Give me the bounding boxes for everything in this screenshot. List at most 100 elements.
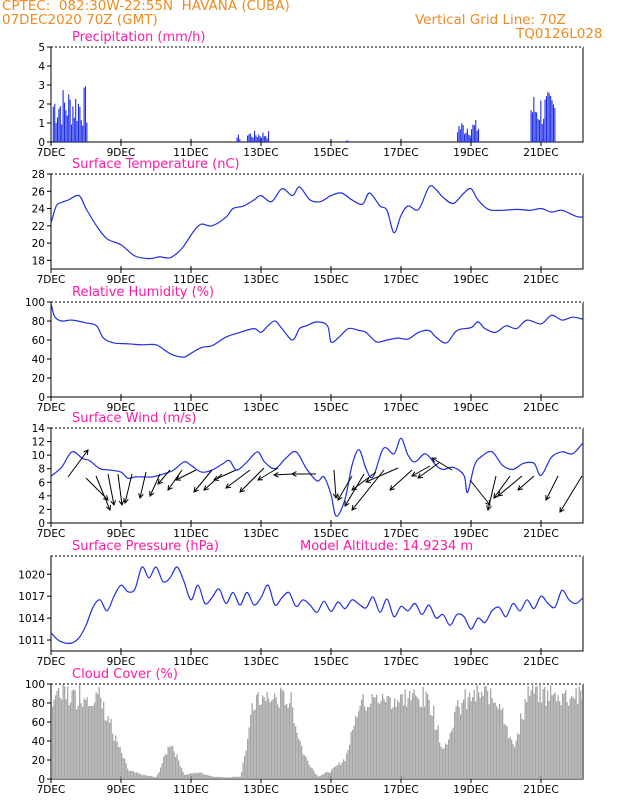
cloud-cover-bar (353, 725, 355, 779)
cloud-cover-bar (508, 738, 510, 779)
precip-bar (73, 117, 75, 142)
x-tick-label: 19DEC (453, 274, 488, 286)
precip-bar (248, 134, 250, 142)
cloud-cover-bar (343, 759, 345, 779)
cloud-cover-bar (170, 745, 172, 779)
y-tick-label: 28 (32, 169, 45, 181)
cloud-cover-bar (406, 706, 408, 779)
cloud-cover-bar (134, 772, 136, 779)
precip-bar (251, 136, 253, 142)
wind-arrow (365, 467, 399, 483)
wind-arrow-head (497, 491, 504, 497)
x-tick-label: 9DEC (107, 528, 136, 540)
cloud-cover-bar (365, 710, 367, 779)
model-altitude-label: Model Altitude: 14.9234 m (300, 539, 473, 554)
cloud-cover-bar (238, 776, 240, 779)
cloud-cover-bar (541, 702, 543, 779)
precip-bar (52, 106, 54, 142)
wind-arrow-head (389, 485, 395, 491)
cloud-cover-bar (251, 703, 253, 779)
y-tick-label: 18 (32, 255, 45, 267)
cloud-cover-bar (293, 723, 295, 779)
y-tick-label: 14 (32, 423, 46, 435)
cloud-cover-bar (320, 775, 322, 779)
cloud-cover-bar (203, 774, 205, 779)
cloud-cover-bar (68, 705, 70, 779)
wind-arrow-head (365, 477, 372, 483)
precip-bar (61, 124, 63, 142)
cloud-cover-bar (356, 717, 358, 779)
cloud-cover-bar (137, 773, 139, 779)
cloud-cover-bar (271, 700, 273, 779)
cloud-cover-bar (245, 750, 247, 779)
cloud-cover-bar (329, 772, 331, 779)
panel-title: Precipitation (mm/h) (72, 30, 205, 45)
cloud-cover-bar (331, 769, 333, 779)
precip-bar (531, 112, 533, 142)
cloud-cover-bar (575, 688, 577, 779)
cloud-cover-bar (100, 697, 102, 779)
cloud-cover-bar (313, 770, 315, 779)
cloud-cover-bar (113, 740, 115, 779)
cloud-cover-bar (52, 706, 54, 779)
cloud-cover-bar (140, 774, 142, 779)
y-tick-label: 20 (32, 755, 45, 767)
cloud-cover-bar (215, 777, 217, 779)
cloud-cover-bar (376, 694, 378, 779)
y-tick-label: 1014 (18, 613, 45, 625)
cloud-cover-bar (568, 705, 570, 779)
cloud-cover-bar (127, 768, 129, 779)
precip-bar (471, 129, 473, 142)
cloud-cover-bar (62, 684, 64, 779)
x-tick-label: 19DEC (453, 528, 488, 540)
cloud-cover-bar (89, 706, 91, 779)
cloud-cover-bar (76, 709, 78, 779)
cloud-cover-bar (92, 705, 94, 779)
cloud-cover-bar (196, 773, 198, 779)
cloud-cover-bar (206, 774, 208, 779)
cloud-cover-bar (122, 757, 124, 779)
y-tick-label: 8 (38, 464, 45, 476)
precip-bar (258, 134, 260, 142)
y-tick-label: 1 (38, 118, 45, 130)
cloud-cover-bar (119, 747, 121, 779)
cloud-cover-bar (481, 691, 483, 779)
precip-bar (347, 140, 349, 142)
precip-bar (457, 132, 459, 142)
cloud-cover-bar (64, 686, 66, 779)
wind-arrow-head (431, 457, 438, 463)
precip-bar (259, 136, 261, 142)
x-tick-label: 7DEC (37, 784, 66, 796)
cloud-cover-bar (139, 773, 141, 779)
cloud-cover-bar (352, 729, 354, 779)
precip-bar (54, 103, 56, 142)
precip-bar (66, 115, 68, 142)
cloud-cover-bar (200, 772, 202, 779)
wind-arrow-head (337, 494, 343, 501)
y-tick-label: 4 (38, 491, 45, 503)
cloud-cover-bar (347, 749, 349, 779)
x-tick-label: 21DEC (523, 274, 558, 286)
x-tick-label: 21DEC (523, 528, 558, 540)
series-line (50, 185, 584, 260)
x-tick-label: 19DEC (453, 402, 488, 414)
cloud-cover-bar (254, 709, 256, 779)
precip-bar (544, 99, 546, 142)
cloud-cover-bar (464, 689, 466, 779)
cloud-cover-bar (160, 767, 162, 779)
wind-arrow (559, 475, 583, 513)
x-tick-label: 11DEC (173, 784, 208, 796)
cloud-cover-bar (404, 689, 406, 779)
cloud-cover-bar (332, 767, 334, 779)
cloud-cover-bar (437, 725, 439, 779)
x-tick-label: 19DEC (453, 784, 488, 796)
x-tick-label: 17DEC (383, 656, 418, 668)
cloud-cover-bar (497, 708, 499, 779)
cloud-cover-bar (194, 772, 196, 779)
cloud-cover-bar (493, 702, 495, 779)
cloud-cover-bar (151, 776, 153, 779)
cloud-cover-bar (446, 744, 448, 779)
cloud-cover-bar (55, 695, 57, 779)
precip-bar (540, 100, 542, 142)
wind-arrow (157, 469, 171, 485)
